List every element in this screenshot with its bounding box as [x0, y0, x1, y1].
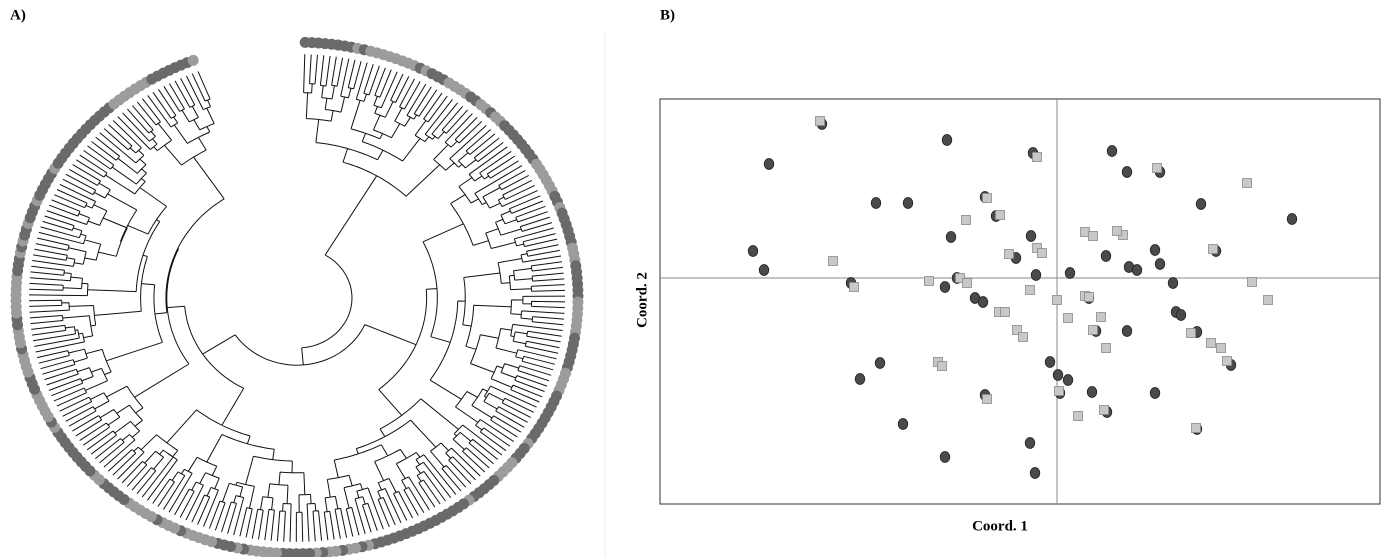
- data-point: [1032, 243, 1042, 253]
- data-point: [1186, 328, 1196, 338]
- data-point: [815, 116, 825, 126]
- data-point: [939, 281, 951, 293]
- data-point: [747, 245, 759, 257]
- data-point: [1018, 332, 1028, 342]
- data-point: [961, 215, 971, 225]
- data-point: [1206, 338, 1216, 348]
- data-point: [1088, 231, 1098, 241]
- data-point: [1030, 269, 1042, 281]
- data-point: [1100, 250, 1112, 262]
- data-point: [1195, 198, 1207, 210]
- data-point: [1062, 374, 1074, 386]
- data-point: [1216, 343, 1226, 353]
- data-point: [1101, 343, 1111, 353]
- data-point: [1025, 285, 1035, 295]
- x-axis-label: Coord. 1: [972, 518, 1028, 534]
- data-point: [955, 273, 965, 283]
- plot-frame: [659, 98, 1381, 505]
- data-point: [1247, 277, 1257, 287]
- data-point: [1000, 307, 1010, 317]
- data-point: [1242, 178, 1252, 188]
- data-point: [1012, 325, 1022, 335]
- data-point: [1084, 292, 1094, 302]
- scatter-plot: Coord. 1 Coord. 2: [634, 98, 1381, 534]
- data-point: [941, 134, 953, 146]
- data-point: [874, 357, 886, 369]
- tree-branches: [28, 54, 566, 542]
- data-point: [995, 210, 1005, 220]
- data-point: [1037, 248, 1047, 258]
- data-point: [1154, 258, 1166, 270]
- data-point: [1263, 295, 1273, 305]
- data-point: [1054, 386, 1064, 396]
- data-point: [1152, 163, 1162, 173]
- data-point: [1088, 325, 1098, 335]
- data-point: [897, 418, 909, 430]
- data-point: [1175, 309, 1187, 321]
- data-point: [977, 296, 989, 308]
- data-point: [1112, 226, 1122, 236]
- data-point: [758, 264, 770, 276]
- data-point: [1052, 369, 1064, 381]
- data-point: [1149, 387, 1161, 399]
- data-point: [1029, 467, 1041, 479]
- data-point: [924, 276, 934, 286]
- data-point: [962, 278, 972, 288]
- data-point: [1096, 312, 1106, 322]
- data-point: [982, 394, 992, 404]
- panel-label: B): [660, 7, 675, 23]
- data-point: [1167, 277, 1179, 289]
- data-point: [1004, 249, 1014, 259]
- data-point: [1106, 145, 1118, 157]
- data-point: [1222, 356, 1232, 366]
- data-point: [1149, 244, 1161, 256]
- data-point: [1208, 244, 1218, 254]
- data-point: [1032, 152, 1042, 162]
- data-point: [1044, 356, 1056, 368]
- data-point: [1286, 213, 1298, 225]
- data-point: [945, 231, 957, 243]
- data-point: [937, 361, 947, 371]
- data-point: [902, 197, 914, 209]
- data-point: [1073, 411, 1083, 421]
- data-point: [1121, 166, 1133, 178]
- panel-label: A): [10, 7, 26, 23]
- data-point: [849, 282, 859, 292]
- data-point: [828, 256, 838, 266]
- data-point: [1025, 230, 1037, 242]
- leaf-node: [187, 54, 199, 66]
- data-point: [870, 197, 882, 209]
- data-point: [763, 158, 775, 170]
- data-point: [1099, 405, 1109, 415]
- data-point: [1052, 295, 1062, 305]
- data-point: [1063, 313, 1073, 323]
- y-axis-label: Coord. 2: [634, 272, 650, 328]
- data-point: [939, 451, 951, 463]
- data-point: [1131, 264, 1143, 276]
- data-point: [1064, 267, 1076, 279]
- data-point: [1121, 325, 1133, 337]
- data-point: [1086, 386, 1098, 398]
- data-point: [982, 193, 992, 203]
- dendrogram: [10, 36, 584, 557]
- data-point: [1024, 437, 1036, 449]
- data-point: [1191, 423, 1201, 433]
- data-point: [854, 373, 866, 385]
